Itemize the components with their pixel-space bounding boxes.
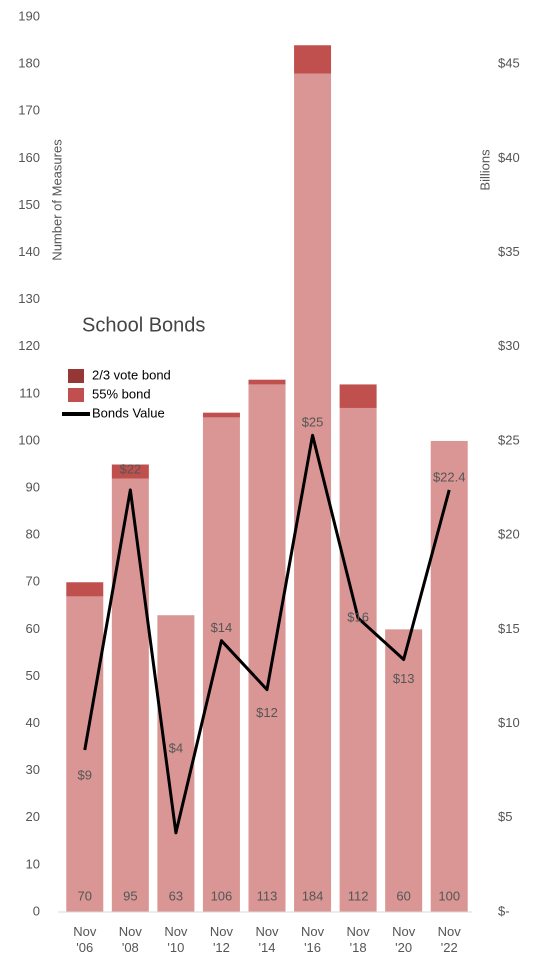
y-tick-label: 60 [26,621,40,636]
y2-tick-label: $- [498,903,510,918]
y2-tick-label: $10 [498,715,520,730]
total-label: 70 [78,888,92,903]
line-value-label: $9 [78,767,92,782]
x-tick-label: Nov '16 [300,924,325,955]
line-value-label: $16 [347,610,369,625]
y-axis-label: Number of Measures [49,139,64,261]
x-tick-label: Nov '12 [209,924,233,955]
bar-segment [202,417,240,912]
line-series [83,433,451,835]
line-value-label: $4 [169,740,183,755]
total-label: 112 [348,888,369,903]
x-tick-label: Nov '06 [73,924,97,955]
total-label: 106 [211,888,233,903]
legend-label: 55% bond [92,386,151,401]
y-tick-label: 70 [26,574,40,589]
y2-tick-label: $15 [498,621,520,636]
y-tick-label: 30 [26,762,40,777]
y2-tick-label: $25 [498,432,520,447]
line-value-label: $14 [211,620,233,635]
total-label: 113 [257,888,278,903]
x-tick-label: Nov '18 [346,924,370,955]
y2-tick-label: $20 [498,527,520,542]
x-tick-label: Nov '20 [392,924,416,955]
y2-tick-label: $5 [498,809,512,824]
bar-segment [339,384,377,408]
bar-segment [111,464,149,479]
chart-title: School Bonds [82,314,205,336]
y-tick-label: 160 [18,150,40,165]
bar-segment [294,45,332,74]
y-tick-label: 120 [18,338,40,353]
y-tick-label: 40 [26,715,40,730]
y-tick-label: 100 [18,432,40,447]
total-label: 60 [396,888,410,903]
x-tick-label: Nov '08 [118,924,142,955]
bar-segment [66,582,104,597]
bar-segment [385,629,423,912]
y-tick-label: 150 [18,197,40,212]
line-value-label: $13 [393,671,415,686]
bar-segment [294,73,332,913]
y-tick-label: 130 [18,291,40,306]
y-tick-label: 90 [26,479,40,494]
line-value-label: $25 [302,415,324,430]
total-label: 100 [438,888,460,903]
legend-label: 2/3 vote bond [92,367,171,382]
y-tick-label: 50 [26,668,40,683]
line-value-label: $22.4 [433,469,466,484]
total-label: 184 [302,888,324,903]
y-tick-label: 170 [18,103,40,118]
bar-segment [157,615,195,912]
y2-tick-label: $35 [498,244,520,259]
y-tick-label: 20 [26,809,40,824]
total-label: 63 [169,888,183,903]
y-tick-label: 80 [26,527,40,542]
y2-tick-label: $45 [498,56,520,71]
x-tick-label: Nov '22 [437,924,461,955]
total-label: 95 [123,888,137,903]
bar-segment [339,407,377,912]
legend-swatch [68,388,84,402]
bar-segment [66,596,104,912]
y2-tick-label: $40 [498,150,520,165]
x-tick-label: Nov '10 [164,924,188,955]
legend-swatch [62,412,90,416]
bar-segment [430,440,468,912]
bar-segment [248,384,286,913]
y2-axis-label: Billions [477,149,492,191]
y-tick-label: 190 [18,8,40,23]
legend-label: Bonds Value [92,405,165,420]
bar-segment [248,379,286,385]
line-value-label: $12 [256,705,278,720]
y-tick-label: 180 [18,56,40,71]
y-tick-label: 0 [33,903,40,918]
line-value-label: $22 [119,461,141,476]
bar-segment [111,478,149,912]
legend-swatch [68,369,84,383]
x-tick-label: Nov '14 [255,924,279,955]
y-tick-label: 110 [19,385,40,400]
y-tick-label: 140 [18,244,40,259]
bar-segment [202,412,240,418]
y-tick-label: 10 [26,856,40,871]
y2-tick-label: $30 [498,338,520,353]
